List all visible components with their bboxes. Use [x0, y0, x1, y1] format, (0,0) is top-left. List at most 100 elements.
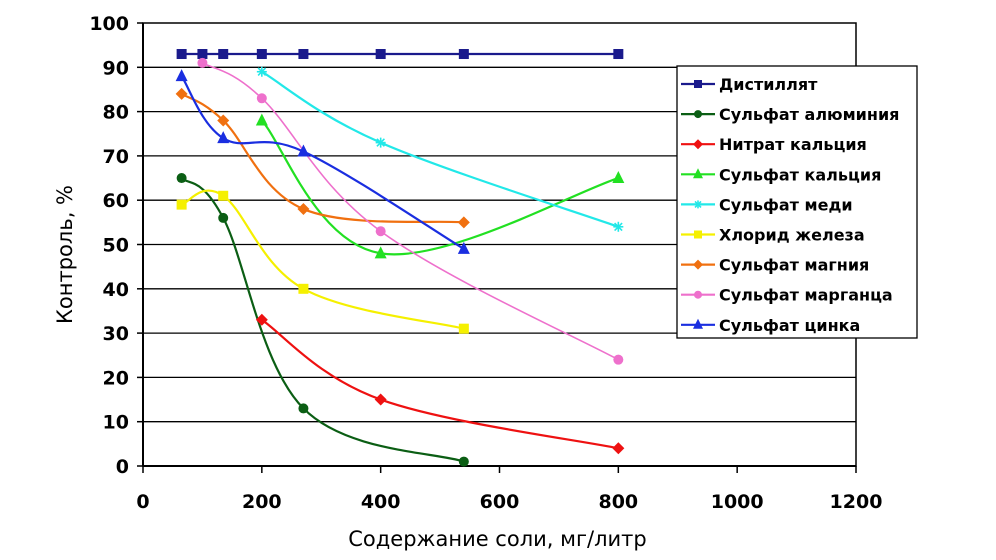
y-tick-label: 100 [89, 13, 129, 35]
marker-circle [694, 290, 702, 299]
marker-square [694, 230, 702, 239]
y-tick-label: 70 [103, 146, 129, 168]
marker-square [458, 49, 469, 60]
series-6 [175, 87, 470, 229]
marker-asterisk [375, 137, 386, 148]
marker-diamond [175, 87, 188, 100]
y-tick-label: 10 [103, 412, 129, 434]
series-5 [176, 189, 469, 334]
marker-asterisk [694, 200, 702, 209]
y-tick-label: 0 [116, 456, 129, 478]
y-tick-label: 60 [103, 190, 129, 212]
series-1 [176, 173, 469, 467]
series-line [261, 318, 619, 450]
marker-diamond [612, 442, 625, 455]
marker-square [218, 49, 229, 60]
marker-square [197, 49, 208, 60]
legend-label: Хлорид железа [719, 226, 865, 245]
marker-circle [218, 212, 229, 223]
x-tick-label: 600 [480, 491, 520, 513]
marker-triangle [217, 131, 230, 144]
marker-asterisk [256, 66, 267, 77]
legend-item: Сульфат цинка [681, 316, 860, 335]
marker-circle [256, 93, 267, 104]
legend-item: Сульфат марганца [681, 286, 893, 305]
series-layer [175, 49, 625, 467]
marker-square [694, 80, 702, 88]
legend-item: Нитрат кальция [681, 135, 867, 154]
series-line [261, 70, 619, 228]
series-line [180, 177, 465, 463]
marker-triangle [297, 144, 310, 157]
legend-box [676, 65, 918, 339]
marker-circle [298, 403, 309, 414]
legend: Дистиллят Сульфат алюминия Нитрат кальция С… [676, 65, 918, 339]
legend-item: Дистиллят [681, 75, 818, 94]
marker-diamond [457, 216, 470, 229]
series-2 [255, 313, 625, 455]
x-tick-label: 0 [136, 491, 149, 513]
marker-diamond [297, 203, 310, 216]
marker-square [218, 190, 229, 201]
y-axis-title: Контроль, % [53, 185, 77, 324]
marker-triangle [612, 171, 625, 184]
series-3 [255, 113, 625, 259]
legend-item: Сульфат меди [681, 195, 853, 214]
legend-label: Сульфат кальция [719, 165, 881, 184]
legend-label: Сульфат алюминия [719, 105, 899, 124]
series-7 [197, 57, 624, 365]
y-tick-label: 20 [103, 367, 129, 389]
series-line [181, 92, 464, 224]
marker-triangle [693, 168, 703, 179]
series-line [181, 189, 465, 330]
x-axis-title: Содержание соли, мг/литр [348, 527, 646, 551]
marker-triangle [374, 246, 387, 259]
series-8 [175, 69, 470, 254]
marker-square [613, 49, 624, 60]
marker-circle [613, 354, 624, 365]
legend-label: Сульфат меди [719, 195, 853, 214]
marker-triangle [255, 113, 268, 126]
marker-square [298, 283, 309, 294]
marker-asterisk [613, 221, 624, 232]
legend-item: Сульфат кальция [681, 165, 881, 184]
x-tick-label: 1000 [711, 491, 764, 513]
marker-diamond [693, 259, 703, 270]
marker-triangle [693, 318, 703, 329]
y-tick-label: 30 [103, 323, 129, 345]
legend-item: Хлорид железа [681, 226, 865, 245]
legend-label: Сульфат марганца [719, 286, 893, 305]
x-tick-label: 400 [361, 491, 401, 513]
legend-label: Дистиллят [719, 75, 818, 94]
marker-diamond [217, 114, 230, 127]
series-line [202, 62, 619, 361]
legend-item: Сульфат магния [681, 256, 869, 275]
y-tick-label: 90 [103, 57, 129, 79]
marker-circle [375, 226, 386, 237]
marker-triangle [175, 69, 188, 82]
marker-circle [458, 456, 469, 467]
x-tick-label: 800 [598, 491, 638, 513]
legend-label: Сульфат цинка [719, 316, 860, 335]
series-line [180, 75, 465, 250]
marker-circle [176, 173, 187, 184]
y-tick-label: 40 [103, 279, 129, 301]
marker-circle [197, 57, 208, 68]
marker-square [176, 49, 187, 60]
x-tick-label: 1200 [830, 491, 883, 513]
marker-triangle [457, 241, 470, 254]
marker-square [375, 49, 386, 60]
legend-label: Сульфат магния [719, 256, 869, 275]
y-tick-label: 80 [103, 102, 129, 124]
x-tick-label: 200 [242, 491, 282, 513]
y-tick-label: 50 [103, 235, 129, 257]
legend-item: Сульфат алюминия [681, 105, 899, 124]
series-0 [176, 49, 624, 60]
marker-diamond [693, 139, 703, 150]
marker-diamond [255, 313, 268, 326]
marker-square [298, 49, 309, 60]
marker-square [176, 199, 187, 210]
legend-label: Нитрат кальция [719, 135, 867, 154]
